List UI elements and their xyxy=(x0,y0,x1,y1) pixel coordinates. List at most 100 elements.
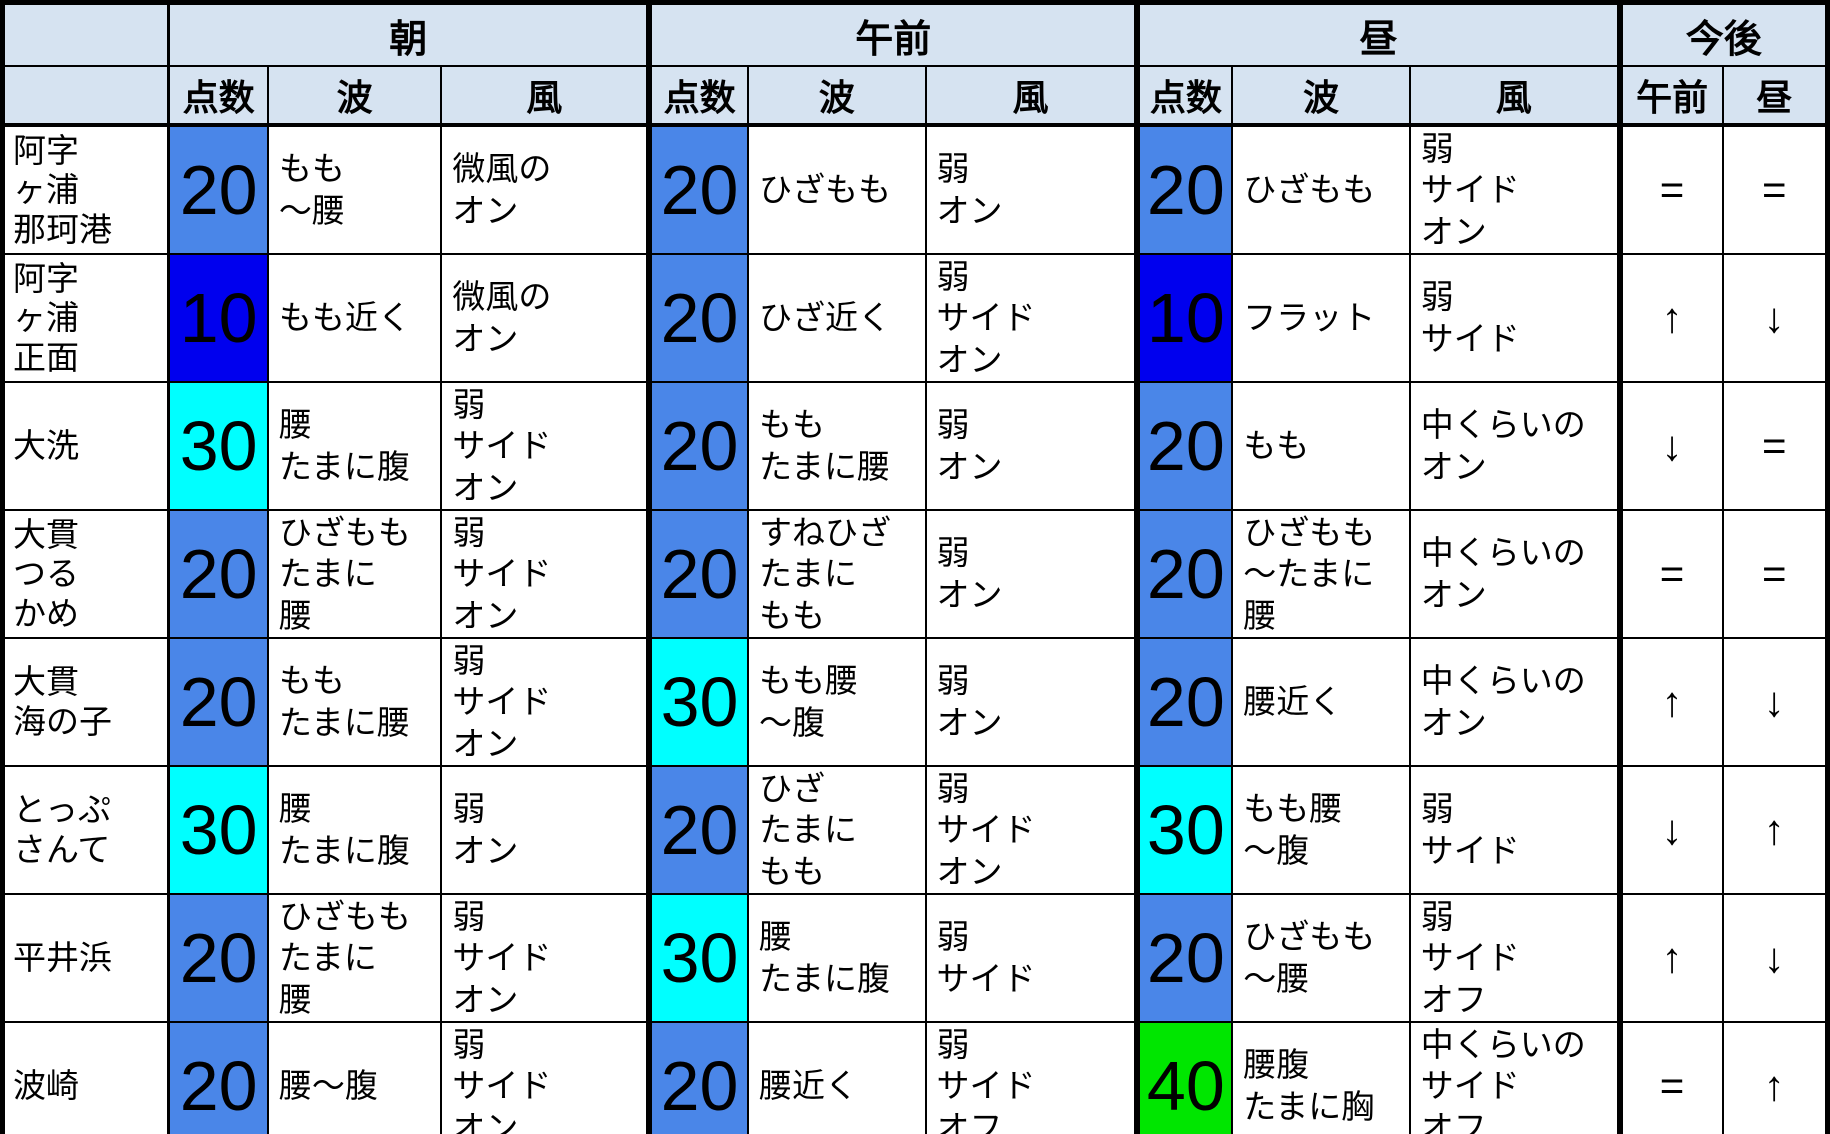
am-wind-cell: 弱 オン xyxy=(924,381,1139,511)
noon-score-cell: 20 xyxy=(1134,509,1234,639)
future-am-cell: = xyxy=(1616,1021,1724,1134)
noon-wave-cell: フラット xyxy=(1231,253,1411,383)
noon-wind-cell: 弱 サイド オフ xyxy=(1408,893,1621,1023)
noon-wind-cell: 中くらいの サイド オフ xyxy=(1408,1021,1621,1134)
table-row: 大貫 海の子 20 もも たまに腰 弱 サイド オン 30 もも腰 〜腹 弱 オ… xyxy=(1,637,1829,767)
morning-wind-cell: 弱 サイド オン xyxy=(440,637,651,767)
table-row: 阿字 ヶ浦 正面 10 もも近く 微風の オン 20 ひざ近く 弱 サイド オン… xyxy=(1,253,1829,383)
am-wave-cell: 腰 たまに腹 xyxy=(747,893,927,1023)
column-header-row: 点数 波 風 点数 波 風 点数 波 風 午前 昼 xyxy=(1,65,1829,127)
am-score-cell: 20 xyxy=(646,381,749,511)
morning-score-cell: 20 xyxy=(167,637,269,767)
location-cell: 大貫 海の子 xyxy=(1,637,170,767)
noon-score-cell: 20 xyxy=(1134,381,1234,511)
noon-wave-cell: もも xyxy=(1231,381,1411,511)
am-wind-cell: 弱 オン xyxy=(924,124,1139,255)
future-noon-cell: = xyxy=(1721,124,1829,255)
am-wave-cell: もも たまに腰 xyxy=(747,381,927,511)
am-wind-cell: 弱 サイド オフ xyxy=(924,1021,1139,1134)
noon-score-cell: 20 xyxy=(1134,124,1234,255)
table-row: 平井浜 20 ひざもも たまに 腰 弱 サイド オン 30 腰 たまに腹 弱 サ… xyxy=(1,893,1829,1023)
morning-wave-cell: もも 〜腰 xyxy=(266,124,443,255)
location-cell: 平井浜 xyxy=(1,893,170,1023)
morning-wind-cell: 弱 オン xyxy=(440,765,651,895)
morning-score-cell: 20 xyxy=(167,1021,269,1134)
am-wave-cell: 腰近く xyxy=(747,1021,927,1134)
noon-wave-cell: 腰近く xyxy=(1231,637,1411,767)
col-header-morning-wind: 風 xyxy=(440,65,651,127)
future-noon-cell: ↓ xyxy=(1721,893,1829,1023)
future-am-cell: ↓ xyxy=(1616,765,1724,895)
noon-wind-cell: 中くらいの オン xyxy=(1408,509,1621,639)
section-header-morning: 朝 xyxy=(167,1,651,67)
am-wind-cell: 弱 サイド オン xyxy=(924,253,1139,383)
location-cell: とっぷ さんて xyxy=(1,765,170,895)
table-row: 大貫 つる かめ 20 ひざもも たまに 腰 弱 サイド オン 20 すねひざ … xyxy=(1,509,1829,639)
am-wind-cell: 弱 サイド オン xyxy=(924,765,1139,895)
am-score-cell: 20 xyxy=(646,509,749,639)
morning-wind-cell: 弱 サイド オン xyxy=(440,1021,651,1134)
noon-wind-cell: 弱 サイド xyxy=(1408,765,1621,895)
col-header-noon-wind: 風 xyxy=(1408,65,1621,127)
morning-score-cell: 20 xyxy=(167,893,269,1023)
morning-score-cell: 20 xyxy=(167,124,269,255)
location-cell: 波崎 xyxy=(1,1021,170,1134)
future-noon-cell: ↑ xyxy=(1721,1021,1829,1134)
section-header-noon: 昼 xyxy=(1134,1,1621,67)
noon-wave-cell: 腰腹 たまに胸 xyxy=(1231,1021,1411,1134)
table-row: 阿字 ヶ浦 那珂港 20 もも 〜腰 微風の オン 20 ひざもも 弱 オン 2… xyxy=(1,124,1829,255)
future-noon-cell: = xyxy=(1721,509,1829,639)
morning-score-cell: 30 xyxy=(167,381,269,511)
noon-score-cell: 20 xyxy=(1134,893,1234,1023)
location-cell: 阿字 ヶ浦 正面 xyxy=(1,253,170,383)
am-score-cell: 30 xyxy=(646,637,749,767)
col-header-am-score: 点数 xyxy=(646,65,749,127)
table-row: 波崎 20 腰〜腹 弱 サイド オン 20 腰近く 弱 サイド オフ 40 腰腹… xyxy=(1,1021,1829,1134)
future-am-cell: ↑ xyxy=(1616,637,1724,767)
table-row: 大洗 30 腰 たまに腹 弱 サイド オン 20 もも たまに腰 弱 オン 20… xyxy=(1,381,1829,511)
am-score-cell: 20 xyxy=(646,1021,749,1134)
am-wave-cell: ひざ近く xyxy=(747,253,927,383)
morning-wave-cell: 腰 たまに腹 xyxy=(266,765,443,895)
col-header-noon-wave: 波 xyxy=(1231,65,1411,127)
noon-wave-cell: もも腰 〜腹 xyxy=(1231,765,1411,895)
noon-wave-cell: ひざもも 〜たまに 腰 xyxy=(1231,509,1411,639)
col-header-morning-score: 点数 xyxy=(167,65,269,127)
corner-cell-2 xyxy=(1,65,170,127)
morning-wind-cell: 弱 サイド オン xyxy=(440,381,651,511)
morning-score-cell: 10 xyxy=(167,253,269,383)
morning-wave-cell: ひざもも たまに 腰 xyxy=(266,893,443,1023)
col-header-future-am: 午前 xyxy=(1616,65,1724,127)
morning-wave-cell: もも近く xyxy=(266,253,443,383)
col-header-noon-score: 点数 xyxy=(1134,65,1234,127)
future-am-cell: = xyxy=(1616,124,1724,255)
morning-wind-cell: 弱 サイド オン xyxy=(440,509,651,639)
morning-wind-cell: 微風の オン xyxy=(440,124,651,255)
morning-wind-cell: 弱 サイド オン xyxy=(440,893,651,1023)
noon-wave-cell: ひざもも 〜腰 xyxy=(1231,893,1411,1023)
location-cell: 大貫 つる かめ xyxy=(1,509,170,639)
morning-wind-cell: 微風の オン xyxy=(440,253,651,383)
col-header-am-wind: 風 xyxy=(924,65,1139,127)
section-header-future: 今後 xyxy=(1616,1,1829,67)
morning-wave-cell: ひざもも たまに 腰 xyxy=(266,509,443,639)
am-wind-cell: 弱 オン xyxy=(924,637,1139,767)
am-wind-cell: 弱 サイド xyxy=(924,893,1139,1023)
section-header-am: 午前 xyxy=(646,1,1139,67)
location-cell: 大洗 xyxy=(1,381,170,511)
am-wave-cell: もも腰 〜腹 xyxy=(747,637,927,767)
am-wave-cell: ひざ たまに もも xyxy=(747,765,927,895)
future-am-cell: = xyxy=(1616,509,1724,639)
morning-wave-cell: 腰 たまに腹 xyxy=(266,381,443,511)
table-row: とっぷ さんて 30 腰 たまに腹 弱 オン 20 ひざ たまに もも 弱 サイ… xyxy=(1,765,1829,895)
future-noon-cell: ↑ xyxy=(1721,765,1829,895)
am-score-cell: 20 xyxy=(646,253,749,383)
col-header-am-wave: 波 xyxy=(747,65,927,127)
morning-wave-cell: もも たまに腰 xyxy=(266,637,443,767)
col-header-future-noon: 昼 xyxy=(1721,65,1829,127)
noon-wind-cell: 中くらいの オン xyxy=(1408,637,1621,767)
section-header-row: 朝 午前 昼 今後 xyxy=(1,1,1829,67)
future-noon-cell: ↓ xyxy=(1721,253,1829,383)
noon-wind-cell: 中くらいの オン xyxy=(1408,381,1621,511)
